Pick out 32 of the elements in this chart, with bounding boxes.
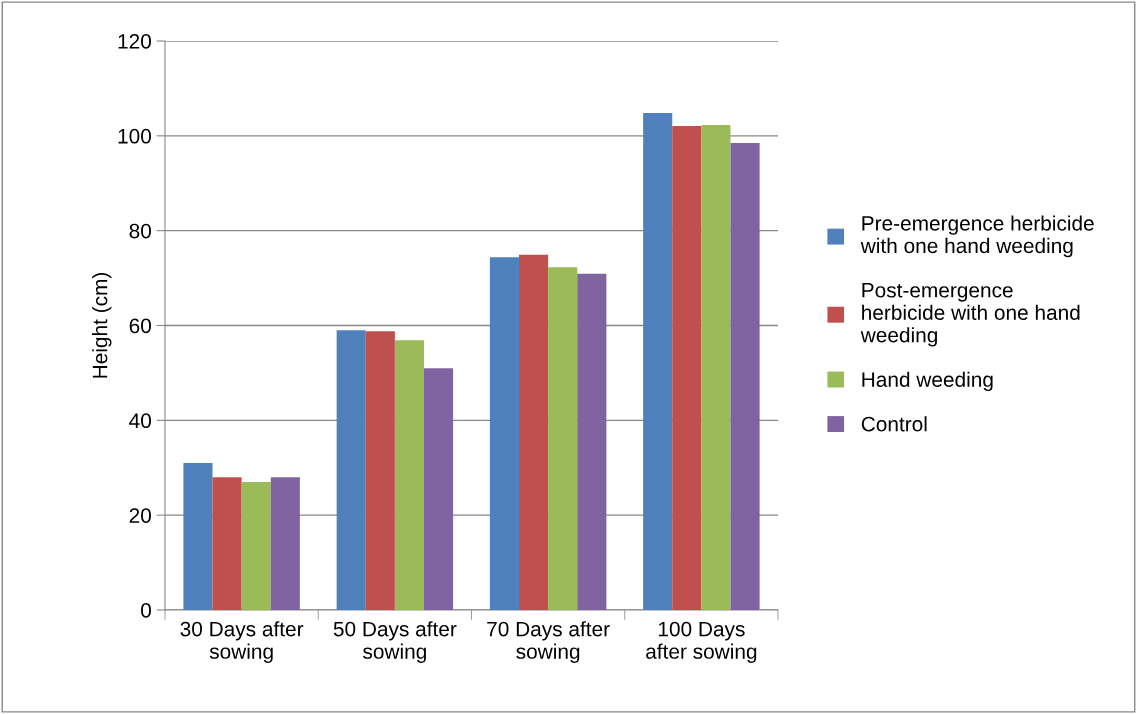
x-tick-label: 70 Days after sowing (487, 621, 610, 663)
bar (423, 368, 454, 610)
bar (730, 142, 760, 610)
bar (365, 331, 395, 610)
legend-label: Control (861, 416, 927, 432)
x-tick-label: 50 Days after sowing (333, 621, 457, 663)
bar (701, 124, 731, 610)
bar (519, 254, 549, 610)
bar (212, 477, 242, 610)
y-tick-label: 60 (129, 318, 151, 334)
bar (270, 477, 300, 610)
y-tick-label: 120 (118, 34, 151, 49)
x-tick-label: 100 Days after sowing (646, 621, 757, 663)
legend-label: Post-emergence herbicide with one hand weeding (860, 283, 1080, 347)
bar (394, 340, 424, 610)
bar (548, 267, 578, 610)
bar (489, 257, 520, 610)
y-axis-title: Height (cm) (92, 272, 112, 378)
y-tick-label: 100 (118, 128, 151, 144)
y-tick-label: 20 (129, 508, 151, 523)
y-tick-label: 80 (129, 223, 151, 239)
bar (577, 273, 607, 610)
bar (672, 125, 702, 610)
x-tick-label: 30 Days after sowing (180, 621, 304, 663)
legend-label: Pre-emergence herbicide with one hand weeding (860, 215, 1094, 258)
y-tick-label: 0 (141, 603, 151, 618)
legend-label: Hand weeding (862, 371, 993, 392)
bar (183, 463, 213, 610)
bar (336, 330, 366, 610)
bar (643, 113, 673, 610)
bar (241, 481, 271, 610)
y-tick-label: 40 (129, 413, 151, 429)
